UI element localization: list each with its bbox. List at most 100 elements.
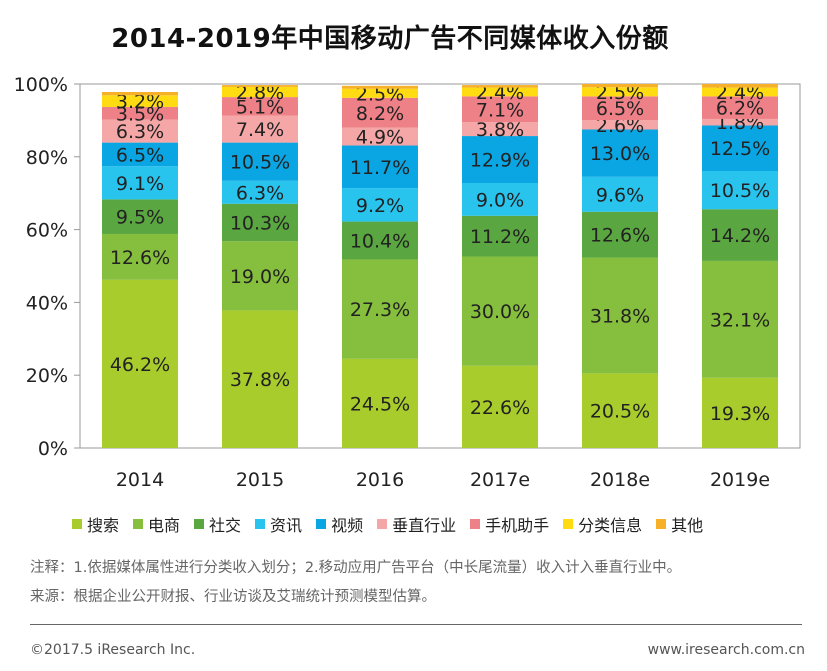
- legend-swatch: [470, 519, 481, 529]
- bar-segment: [582, 96, 658, 121]
- data-label: 12.9%: [470, 150, 530, 172]
- legend-label: 搜索: [87, 516, 120, 535]
- bar-segment: [102, 199, 178, 234]
- data-label: 2.5%: [356, 83, 404, 105]
- legend-swatch: [133, 519, 144, 529]
- legend-label: 电商: [148, 516, 181, 535]
- data-label: 3.5%: [116, 103, 164, 125]
- data-label: 12.6%: [110, 247, 170, 269]
- bar-segment: [342, 127, 418, 146]
- bar-segment: [102, 92, 178, 96]
- chart-source: 来源：根据企业公开财报、行业访谈及艾瑞统计预测模型估算。: [30, 589, 436, 605]
- data-label: 2.6%: [596, 115, 644, 137]
- legend-swatch: [72, 519, 82, 529]
- bar-segment: [342, 221, 418, 260]
- data-label: 9.6%: [596, 184, 644, 206]
- data-label: 14.2%: [710, 225, 770, 247]
- bar-segment: [222, 203, 298, 242]
- copyright-text: ©2017.5 iResearch Inc.: [30, 642, 196, 658]
- bar-segment: [582, 373, 658, 448]
- data-label: 27.3%: [350, 299, 410, 321]
- bar-segment: [102, 233, 178, 280]
- bar-segment: [462, 122, 538, 137]
- data-label: 6.3%: [116, 121, 164, 143]
- bar-segment: [222, 86, 298, 98]
- bar-segment: [582, 120, 658, 130]
- data-label: 32.1%: [710, 309, 770, 331]
- bar-segment: [342, 85, 418, 89]
- legend-swatch: [563, 519, 574, 529]
- data-label: 3.8%: [476, 119, 524, 141]
- bar-segment: [222, 115, 298, 143]
- legend-label: 垂直行业: [392, 516, 457, 535]
- bar-segment: [702, 87, 778, 97]
- legend-item: 视频: [316, 512, 363, 536]
- x-tick-label: 2017e: [470, 469, 530, 491]
- x-tick-label: 2019e: [710, 469, 770, 491]
- bar-segment: [222, 97, 298, 116]
- data-label: 30.0%: [470, 301, 530, 323]
- data-label: 10.3%: [230, 213, 290, 235]
- bar-segment: [702, 377, 778, 448]
- data-label: 7.4%: [236, 119, 284, 141]
- bar-segment: [462, 256, 538, 366]
- legend-item: 资讯: [255, 512, 302, 536]
- legend-label: 社交: [209, 516, 242, 535]
- footer-divider: [30, 624, 802, 625]
- bar-segment: [102, 119, 178, 143]
- legend-swatch: [316, 519, 327, 529]
- legend-swatch: [194, 519, 205, 529]
- bar-segment: [582, 84, 658, 88]
- y-tick-label: 20%: [26, 365, 68, 387]
- x-tick-label: 2014: [116, 469, 164, 491]
- chart-title: 2014-2019年中国移动广告不同媒体收入份额: [111, 24, 669, 54]
- bar-segment: [102, 279, 178, 448]
- y-tick-label: 100%: [14, 74, 68, 96]
- bar-segment: [222, 142, 298, 181]
- legend-swatch: [255, 519, 266, 529]
- bar-segment: [462, 365, 538, 448]
- data-label: 20.5%: [590, 401, 650, 423]
- y-tick-label: 80%: [26, 147, 68, 169]
- y-tick-label: 0%: [38, 438, 68, 460]
- data-label: 8.2%: [356, 103, 404, 125]
- data-label: 9.0%: [476, 189, 524, 211]
- bar-segment: [702, 125, 778, 171]
- bar-segment: [462, 96, 538, 123]
- bar-segment: [102, 142, 178, 167]
- legend-label: 视频: [331, 516, 364, 535]
- bar-segment: [222, 310, 298, 448]
- x-tick-label: 2015: [236, 469, 284, 491]
- legend-swatch: [656, 519, 667, 529]
- legend-label: 分类信息: [578, 516, 643, 535]
- data-label: 4.9%: [356, 127, 404, 149]
- x-tick-label: 2018e: [590, 469, 650, 491]
- data-label: 31.8%: [590, 306, 650, 328]
- legend-item: 手机助手: [470, 512, 549, 536]
- legend-item: 社交: [194, 512, 241, 536]
- y-tick-label: 60%: [26, 220, 68, 242]
- data-label: 6.5%: [116, 144, 164, 166]
- data-label: 11.7%: [350, 157, 410, 179]
- data-label: 9.1%: [116, 173, 164, 195]
- data-label: 19.3%: [710, 403, 770, 425]
- data-label: 5.1%: [236, 96, 284, 118]
- chart-note: 注释：1.依据媒体属性进行分类收入划分；2.移动应用广告平台（中长尾流量）收入计…: [30, 560, 682, 576]
- data-label: 37.8%: [230, 369, 290, 391]
- bar-segment: [462, 183, 538, 216]
- data-label: 19.0%: [230, 266, 290, 288]
- bar-segment: [582, 211, 658, 258]
- bar-segment: [702, 260, 778, 378]
- bar-segment: [702, 209, 778, 261]
- bar-segment: [102, 166, 178, 200]
- bar-segment: [102, 95, 178, 107]
- data-label: 9.2%: [356, 195, 404, 217]
- bar-segment: [342, 188, 418, 222]
- legend-label: 其他: [671, 516, 704, 535]
- data-label: 7.1%: [476, 99, 524, 121]
- bar-segment: [702, 170, 778, 210]
- bar-segment: [342, 88, 418, 98]
- data-label: 3.2%: [116, 91, 164, 113]
- bar-segment: [462, 215, 538, 257]
